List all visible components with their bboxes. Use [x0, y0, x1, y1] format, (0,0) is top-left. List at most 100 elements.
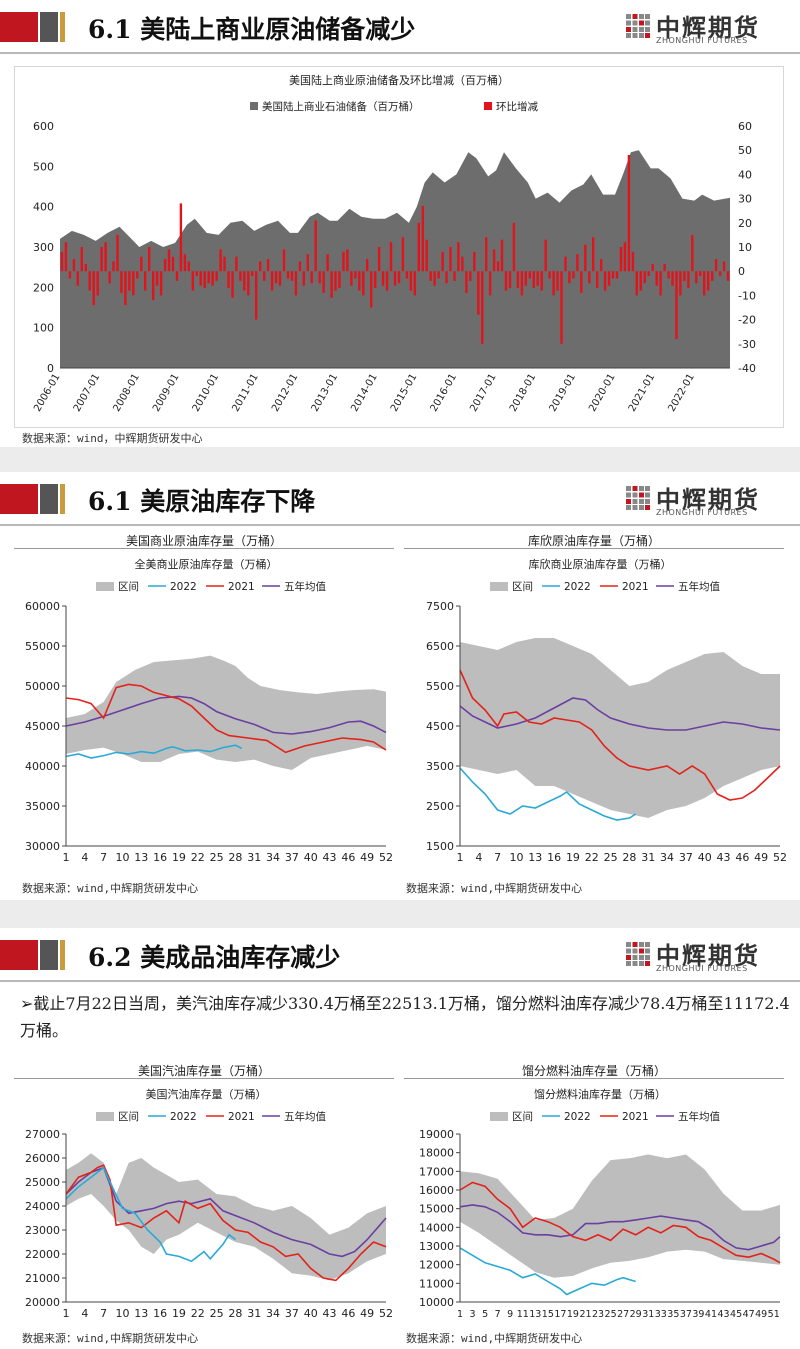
legend-label-band: 区间: [512, 1110, 533, 1123]
bar-change-87: [405, 271, 409, 279]
bar-change-113: [508, 271, 512, 289]
x-tick-49: 49: [755, 1309, 767, 1320]
bar-change-37: [207, 271, 210, 284]
x-tick-2012-01: 2012-01: [270, 372, 300, 414]
chart-title: 库欣商业原油库存量（万桶）: [529, 557, 672, 571]
bar-change-105: [477, 271, 480, 315]
chart-title: 馏分燃料油库存量（万桶）: [534, 1087, 666, 1101]
header-gray-block: [40, 484, 58, 514]
bar-change-86: [401, 237, 405, 272]
bar-change-142: [623, 242, 627, 272]
x-tick-49: 49: [360, 1307, 374, 1320]
bar-change-141: [619, 247, 623, 272]
bar-change-45: [239, 271, 242, 281]
bar-change-14: [116, 234, 119, 272]
bar-change-154: [671, 271, 674, 286]
bar-change-129: [572, 271, 575, 279]
bar-change-95: [437, 271, 440, 279]
logo-name-cn: 中辉期货: [656, 942, 760, 970]
x-tick-15: 15: [542, 1309, 554, 1320]
slide-products-stock: 6.2 美成品油库存减少 中辉期货 ZHONGHUI FUTURES ➢截止7月…: [0, 928, 800, 1349]
bar-change-31: [183, 254, 187, 272]
yright-tick-0: 0: [738, 265, 745, 278]
x-tick-22: 22: [191, 1307, 205, 1320]
bar-change-38: [211, 271, 214, 286]
bar-change-83: [389, 242, 393, 272]
bar-change-132: [584, 244, 587, 272]
bar-change-11: [104, 242, 107, 272]
bar-change-40: [219, 249, 222, 272]
yleft-tick-0: 0: [47, 362, 54, 375]
y-tick-10000: 10000: [419, 1296, 454, 1309]
bar-change-164: [711, 271, 714, 281]
chart-title: 美国汽油库存量（万桶）: [146, 1087, 267, 1101]
series-band: [66, 1153, 386, 1281]
legend-label-band: 区间: [118, 1110, 139, 1123]
legend-swatch-band: [96, 582, 114, 591]
bar-change-131: [580, 271, 583, 293]
bar-change-119: [532, 271, 535, 289]
x-tick-19: 19: [172, 851, 186, 864]
x-tick-5: 5: [482, 1309, 488, 1320]
y-tick-55000: 55000: [25, 640, 60, 653]
series-2021-line: [65, 683, 387, 754]
bar-change-56: [282, 249, 286, 272]
bar-change-121: [540, 271, 543, 291]
bar-change-16: [124, 271, 127, 306]
brand-logo: 中辉期货 ZHONGHUI FUTURES: [626, 8, 786, 48]
y-tick-35000: 35000: [25, 800, 60, 813]
series-2022-line: [459, 1247, 636, 1296]
yleft-tick-300: 300: [33, 241, 54, 254]
x-tick-25: 25: [605, 1309, 617, 1320]
y-tick-50000: 50000: [25, 680, 60, 693]
slide-header: 6.2 美成品油库存减少 中辉期货 ZHONGHUI FUTURES: [0, 928, 800, 982]
bar-change-49: [255, 271, 258, 320]
bar-change-80: [377, 247, 381, 272]
y-tick-21000: 21000: [25, 1272, 60, 1285]
bar-change-147: [643, 271, 646, 284]
bar-change-27: [167, 249, 171, 272]
bar-change-133: [588, 271, 591, 284]
x-tick-19: 19: [172, 1307, 186, 1320]
series-band: [460, 1154, 780, 1278]
y-tick-11000: 11000: [419, 1277, 454, 1290]
summary-bullet: ➢截止7月22日当周，美汽油库存减少330.4万桶至22513.1万桶，馏分燃料…: [20, 994, 790, 1040]
bar-change-3: [72, 259, 76, 272]
bar-change-148: [647, 271, 650, 276]
x-tick-25: 25: [210, 1307, 224, 1320]
bar-change-135: [596, 271, 599, 289]
bar-change-78: [370, 271, 373, 308]
x-tick-37: 37: [679, 851, 693, 864]
y-tick-15000: 15000: [419, 1203, 454, 1216]
bar-change-4: [76, 271, 79, 286]
series-band: [66, 655, 386, 770]
slide-crude-stock: 6.1 美原油库存下降 中辉期货 ZHONGHUI FUTURES 美国商业原油…: [0, 472, 800, 900]
x-tick-34: 34: [266, 1307, 280, 1320]
yleft-tick-500: 500: [33, 160, 54, 173]
bar-change-22: [148, 247, 151, 272]
y-tick-45000: 45000: [25, 720, 60, 733]
x-tick-10: 10: [509, 851, 523, 864]
x-tick-2017-01: 2017-01: [468, 372, 498, 414]
bar-change-149: [651, 263, 654, 272]
yleft-tick-100: 100: [33, 322, 54, 335]
x-tick-46: 46: [341, 1307, 355, 1320]
x-tick-22: 22: [191, 851, 205, 864]
bar-change-46: [243, 271, 246, 291]
x-tick-1: 1: [457, 851, 464, 864]
x-tick-28: 28: [228, 851, 242, 864]
series-2021-line: [459, 669, 781, 801]
x-tick-2015-01: 2015-01: [389, 372, 419, 414]
x-tick-2014-01: 2014-01: [349, 372, 379, 414]
slide-title: 6.2 美成品油库存减少: [88, 943, 341, 972]
x-tick-40: 40: [304, 851, 318, 864]
logo-grid-icon: [626, 942, 650, 966]
bar-change-5: [80, 247, 83, 272]
x-tick-52: 52: [773, 851, 787, 864]
bar-change-100: [457, 242, 460, 272]
bar-change-152: [663, 263, 666, 272]
bar-change-126: [560, 271, 563, 344]
x-tick-52: 52: [379, 851, 393, 864]
bar-change-85: [397, 271, 401, 284]
x-tick-43: 43: [717, 851, 731, 864]
